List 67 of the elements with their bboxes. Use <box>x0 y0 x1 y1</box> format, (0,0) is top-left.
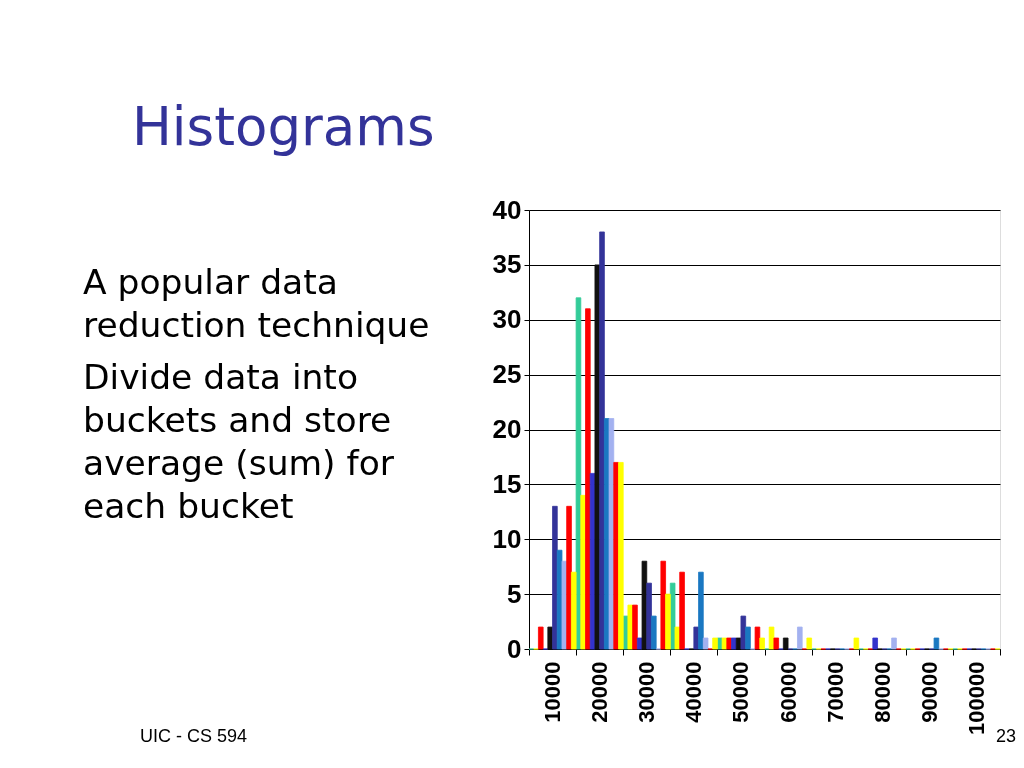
bar <box>632 604 638 650</box>
bar <box>660 560 666 650</box>
bar <box>547 626 553 650</box>
bar <box>721 637 728 650</box>
bar <box>552 505 558 650</box>
bar <box>759 637 765 650</box>
bar <box>891 637 897 650</box>
text: UIC - CS 594 <box>140 726 248 746</box>
bar <box>782 637 789 650</box>
bar <box>585 308 591 650</box>
x-tick-label: 70000 <box>822 661 848 723</box>
y-tick-label: 0 <box>507 633 522 664</box>
bar <box>745 626 751 650</box>
x-tick-label: 80000 <box>869 661 895 723</box>
y-tick-label: 5 <box>507 578 522 609</box>
bar <box>797 626 803 650</box>
bar <box>853 637 860 650</box>
x-tick-label: 90000 <box>916 661 942 723</box>
bar <box>731 637 737 650</box>
y-tick-label: 20 <box>492 414 522 444</box>
bar <box>712 637 718 650</box>
bar <box>646 582 652 650</box>
bar <box>693 626 699 650</box>
bar <box>608 418 615 650</box>
bar <box>806 637 812 650</box>
y-tick-label: 15 <box>492 468 522 499</box>
x-tick-label: 100000 <box>963 661 989 735</box>
bar <box>872 637 878 650</box>
bar <box>702 637 709 650</box>
bar <box>651 615 657 650</box>
bar <box>599 231 605 650</box>
x-tick-label: 10000 <box>540 661 566 723</box>
bar <box>773 637 780 650</box>
y-tick-label: 30 <box>492 304 522 335</box>
bar <box>575 297 582 650</box>
x-tick-label: 60000 <box>775 661 801 723</box>
bar <box>566 505 572 650</box>
bar <box>580 494 586 650</box>
bar <box>618 462 624 650</box>
bar <box>594 264 601 650</box>
y-tick-label: 35 <box>492 249 522 280</box>
text: 23 <box>995 726 1016 746</box>
chart-title: Histograms <box>132 96 435 157</box>
bar <box>740 615 747 650</box>
bar <box>627 604 634 650</box>
x-tick-label: 50000 <box>728 661 754 723</box>
x-tick-label: 40000 <box>681 661 707 723</box>
y-tick-label: 10 <box>492 523 522 554</box>
bar <box>561 560 568 650</box>
y-tick-label: 25 <box>492 359 522 390</box>
bar <box>613 462 619 650</box>
bar <box>665 593 671 650</box>
bar <box>679 571 685 650</box>
bar <box>754 626 761 650</box>
bar <box>641 560 648 650</box>
bar <box>768 626 775 650</box>
x-tick-label: 20000 <box>587 661 613 723</box>
bar <box>726 637 732 650</box>
bar <box>538 626 544 650</box>
bar <box>570 571 577 650</box>
x-tick-label: 30000 <box>634 661 660 723</box>
bar <box>674 626 681 650</box>
text: Divide data into buckets and store average (sum) for each bucket <box>83 357 395 526</box>
bar <box>698 571 704 650</box>
y-tick-label: 40 <box>492 194 522 225</box>
bar <box>933 637 940 650</box>
text: A popular data reduction technique <box>83 262 430 345</box>
